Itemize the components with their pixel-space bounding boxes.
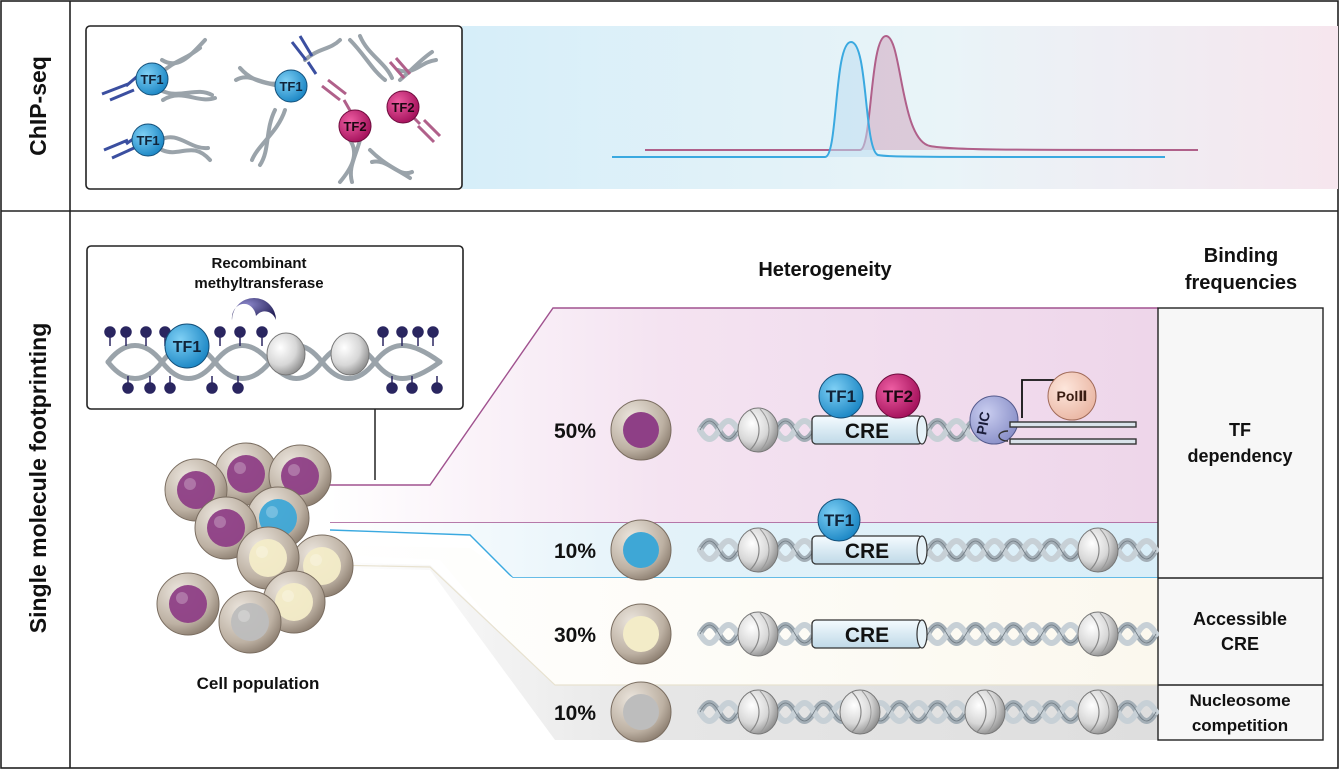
nucleosome [1077,527,1119,573]
state-cell [610,603,672,665]
cell [156,572,220,636]
tf-dependency-line2: dependency [1187,446,1292,466]
svg-text:TF1: TF1 [136,133,159,148]
binding-table [1157,307,1324,741]
svg-text:PolⅡ: PolⅡ [1056,388,1087,404]
svg-text:TF2: TF2 [343,119,366,134]
nucleosome [737,689,779,735]
state-percentage: 30% [554,624,596,647]
row-label-smf: Single molecule footprinting [25,323,51,634]
cell-population [156,442,354,654]
state-percentage: 50% [554,420,596,443]
methylation-marks [104,326,443,394]
state-cell [610,399,672,461]
heterogeneity-header: Heterogeneity [758,259,892,281]
chip-peak-pink [645,34,1199,151]
cre-element: CRE [811,535,928,565]
chip-tf2-a: TF2 [386,90,420,124]
nucleosome [737,527,779,573]
chip-peak-background [462,26,1338,189]
band-accessible [330,545,1158,685]
cell [290,534,354,598]
row-label-chipseq: ChIP-seq [25,56,51,156]
chip-schematic-box [85,25,463,190]
nucleosome-competition-line1: Nucleosome [1189,691,1290,710]
svg-text:CRE: CRE [845,624,889,647]
state1-pic: PIC [969,395,1019,445]
state1-pol2: PolⅡ [1047,371,1097,421]
cre-element: CRE [811,415,928,445]
nucleosome [1077,689,1119,735]
binding-header-line1: Binding [1204,245,1278,267]
state1-details: TF1 TF2 PIC PolⅡ [818,371,1137,445]
svg-text:TF2: TF2 [391,100,414,115]
chip-tf1-b: TF1 [131,123,165,157]
state-percentage: 10% [554,702,596,725]
smf-nucleosome-a [266,332,306,376]
smf-nucleosome-b [330,332,370,376]
state-percentage: 10% [554,540,596,563]
svg-text:CRE: CRE [845,540,889,563]
accessible-cre-line2: CRE [1221,634,1259,654]
state-cell [610,681,672,743]
methyltransferase-enzyme [231,298,276,320]
state-row: 10% [554,681,1159,743]
chip-tf1-a: TF1 [135,62,169,96]
cre-element: CRE [811,619,928,649]
cell [218,590,282,654]
chip-tf2-b: TF2 [338,109,372,143]
enzyme-label-line2: methyltransferase [194,275,323,292]
chip-tf1-c: TF1 [274,69,308,103]
nucleosome [737,611,779,657]
binding-header-line2: frequencies [1185,272,1297,294]
svg-text:TF1: TF1 [279,79,302,94]
cell [262,570,326,634]
svg-text:TF1: TF1 [826,387,856,406]
nucleosome [1077,611,1119,657]
state-rows: 50% CRE 10% CRE 30% CRE 10% [554,399,1159,743]
state1-transcript [998,421,1137,445]
nucleosome [964,689,1006,735]
cell-population-label: Cell population [197,674,320,693]
state-row: 50% CRE [554,399,1007,461]
chip-antibodies-blue [101,35,318,160]
enzyme-label-line1: Recombinant [211,255,306,272]
svg-text:TF1: TF1 [140,72,163,87]
svg-text:TF1: TF1 [824,511,854,530]
state-row: 10% CRE [554,519,1159,581]
accessible-cre-line1: Accessible [1193,609,1287,629]
svg-text:TF2: TF2 [883,387,913,406]
svg-text:TF1: TF1 [173,339,202,356]
cell [214,442,278,506]
nucleosome [839,689,881,735]
band-nucleosome [330,562,1158,740]
chip-antibodies-pink [321,57,442,144]
state-cell [610,519,672,581]
chip-peak-blue [612,40,1166,158]
state2-tf1: TF1 [817,498,861,542]
nucleosome [737,407,779,453]
tf-dependency-line1: TF [1229,420,1251,440]
state-row: 30% CRE [554,603,1159,665]
nucleosome-competition-line2: competition [1192,716,1288,735]
svg-text:CRE: CRE [845,420,889,443]
smf-tf1: TF1 [164,323,210,369]
state1-tf1: TF1 [818,373,864,419]
svg-text:PIC: PIC [973,410,993,436]
state1-tf2: TF2 [875,373,921,419]
